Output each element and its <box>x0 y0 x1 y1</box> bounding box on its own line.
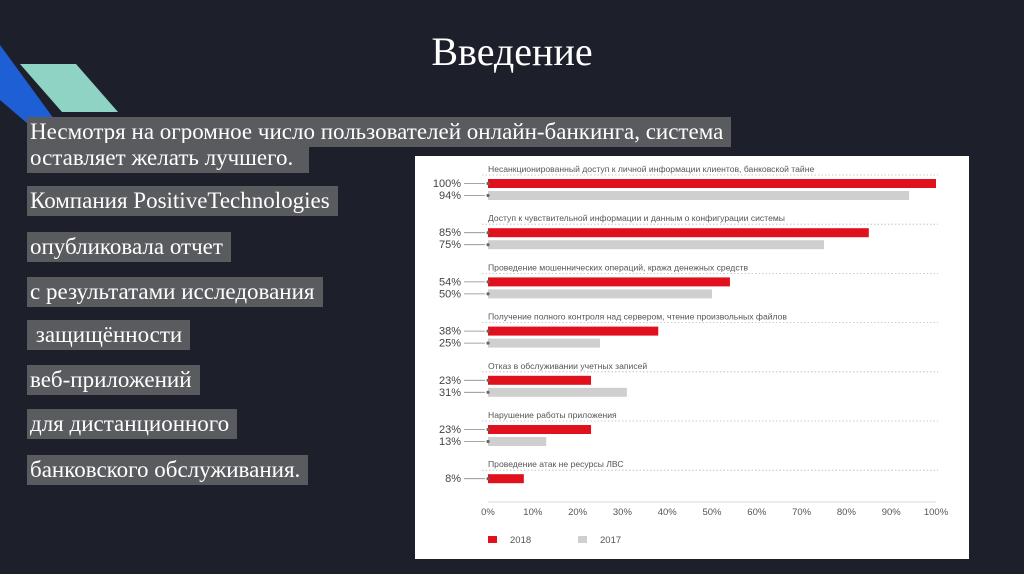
x-tick-label: 20% <box>568 507 588 518</box>
bar-marker <box>486 280 490 284</box>
text-line-1: Несмотря на огромное число пользователей… <box>27 117 732 147</box>
legend-label-2017: 2017 <box>600 535 621 546</box>
bar-marker <box>486 243 490 247</box>
category-label: Проведение атак не ресурсы ЛВС <box>488 459 624 469</box>
value-label: 50% <box>439 288 461 300</box>
bar-marker <box>486 193 490 198</box>
bar-marker <box>486 231 490 235</box>
value-label: 13% <box>439 436 461 448</box>
bar-marker <box>486 439 490 444</box>
bar-marker <box>486 341 490 345</box>
bar-2017 <box>488 387 627 397</box>
category-label: Доступ к чувствительной информации и дан… <box>488 213 785 223</box>
legend-swatch-2017 <box>578 536 587 543</box>
text-line-2: оставляет желать лучшего. <box>27 143 310 173</box>
bar-marker <box>486 378 490 382</box>
value-label: 75% <box>439 239 461 251</box>
value-label: 8% <box>445 473 461 485</box>
category-label: Проведение мошеннических операций, кража… <box>488 262 749 272</box>
bar-2018 <box>488 228 869 238</box>
bar-marker <box>486 292 490 296</box>
bar-2018 <box>488 425 592 434</box>
bar-marker <box>486 390 490 394</box>
chart-panel: Несанкционированный доступ к личной инфо… <box>415 156 969 559</box>
bar-2017 <box>488 240 824 250</box>
slide-title: Введение <box>431 29 593 74</box>
bar-2018 <box>488 326 659 336</box>
bar-chart: Несанкционированный доступ к личной инфо… <box>433 164 949 546</box>
value-label: 31% <box>439 387 461 399</box>
bar-marker <box>486 477 490 481</box>
category-label: Несанкционированный доступ к личной инфо… <box>488 164 814 174</box>
value-label: 23% <box>439 375 461 387</box>
text-line-7: веб-приложений <box>27 365 200 395</box>
bar-2018 <box>488 375 592 385</box>
text-line-9: банковского обслуживания. <box>27 455 309 485</box>
legend-swatch-2018 <box>488 536 497 543</box>
x-tick-label: 50% <box>702 507 722 518</box>
corner-decoration <box>0 45 118 130</box>
category-label: Отказ в обслуживании учетных записей <box>488 361 647 371</box>
x-tick-label: 100% <box>924 507 949 518</box>
category-label: Нарушение работы приложения <box>488 410 617 420</box>
x-tick-label: 10% <box>523 507 543 518</box>
bar-marker <box>486 181 490 186</box>
text-line-4: опубликовала отчет <box>27 232 231 262</box>
category-label: Получение полного контроля над сервером,… <box>488 312 787 322</box>
bar-2018 <box>488 179 936 188</box>
x-tick-label: 0% <box>481 507 495 518</box>
x-tick-label: 70% <box>792 507 812 518</box>
x-tick-label: 30% <box>613 507 633 518</box>
bar-marker <box>486 329 490 333</box>
text-line-5: с результатами исследования <box>27 277 323 307</box>
x-tick-label: 60% <box>747 507 767 518</box>
value-label: 23% <box>439 424 461 436</box>
text-line-8: для дистанционного <box>27 409 238 439</box>
bar-2017 <box>488 338 600 348</box>
text-line-6: защищённости <box>27 320 191 350</box>
text-line-3: Компания PositiveTechnologies <box>27 186 338 216</box>
value-label: 25% <box>439 338 461 350</box>
legend-label-2018: 2018 <box>510 535 531 546</box>
value-label: 94% <box>439 190 461 202</box>
x-tick-label: 80% <box>837 507 857 518</box>
bar-marker <box>486 427 490 432</box>
bar-2017 <box>488 437 547 446</box>
value-label: 54% <box>439 276 461 288</box>
value-label: 85% <box>439 227 461 239</box>
x-tick-label: 40% <box>658 507 678 518</box>
bar-2017 <box>488 289 712 299</box>
value-label: 38% <box>439 326 461 338</box>
value-label: 100% <box>433 178 461 190</box>
bar-2017 <box>488 191 910 200</box>
x-tick-label: 90% <box>882 507 902 518</box>
bar-2018 <box>488 277 730 287</box>
bar-2018 <box>488 474 524 484</box>
